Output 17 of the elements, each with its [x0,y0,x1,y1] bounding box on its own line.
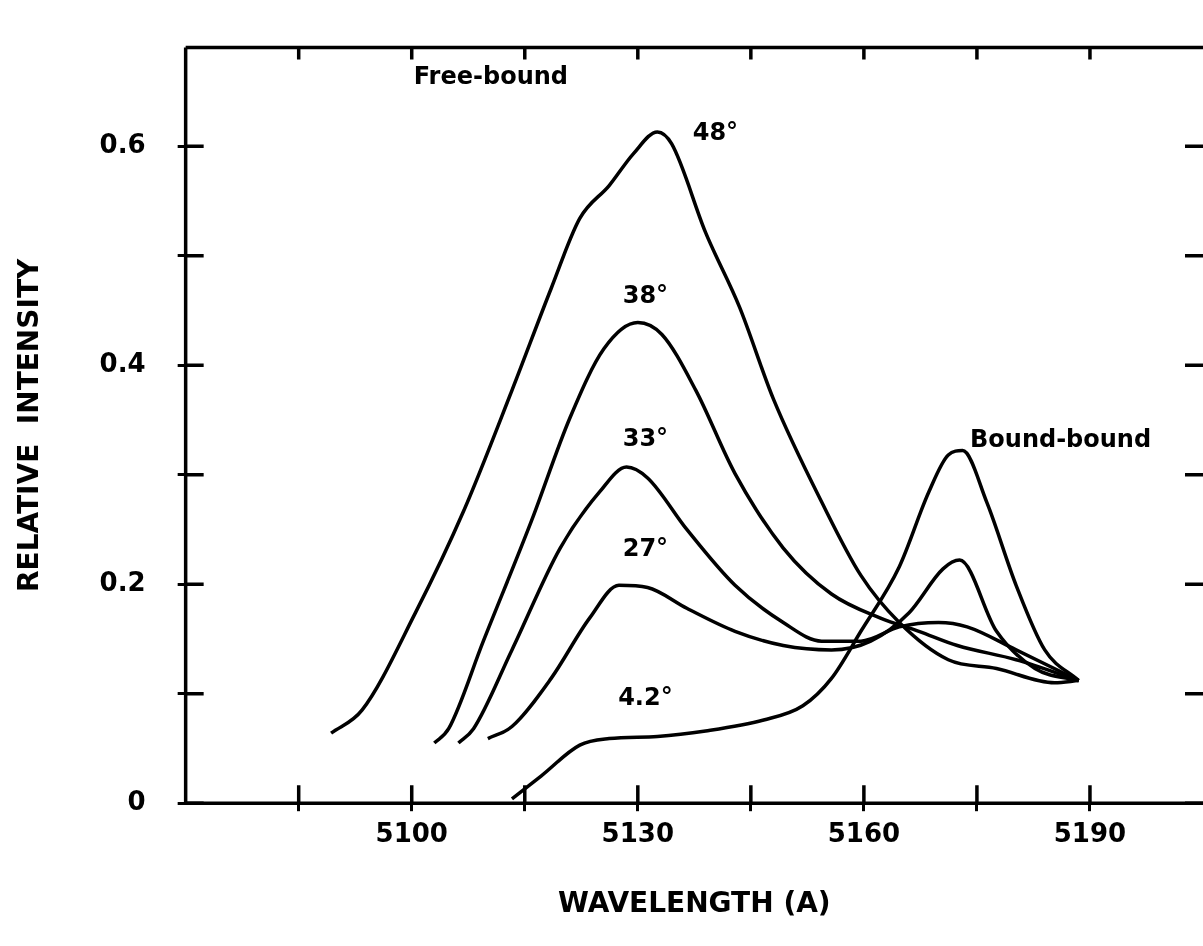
annotation: Bound-bound [970,424,1152,453]
y-tick-label: 0.2 [99,566,146,597]
x-tick-label: 5160 [827,817,901,848]
y-tick-label: 0.6 [99,128,146,159]
x-tick-label: 5130 [601,817,674,848]
series-label: 27° [622,533,669,562]
y-tick-label: 0 [127,785,146,816]
y-tick-label: 0.4 [99,347,146,378]
series-label: 4.2° [618,682,673,711]
x-tick-label: 5100 [375,817,448,848]
series-label: 33° [622,424,669,453]
annotation: Free-bound [413,61,568,90]
y-axis-title: RELATIVE INTENSITY [12,258,46,593]
series-label: 48° [692,118,739,147]
x-tick-label: 5190 [1053,817,1127,848]
series-label: 38° [622,280,669,309]
x-axis-title: WAVELENGTH (A) [558,886,831,920]
